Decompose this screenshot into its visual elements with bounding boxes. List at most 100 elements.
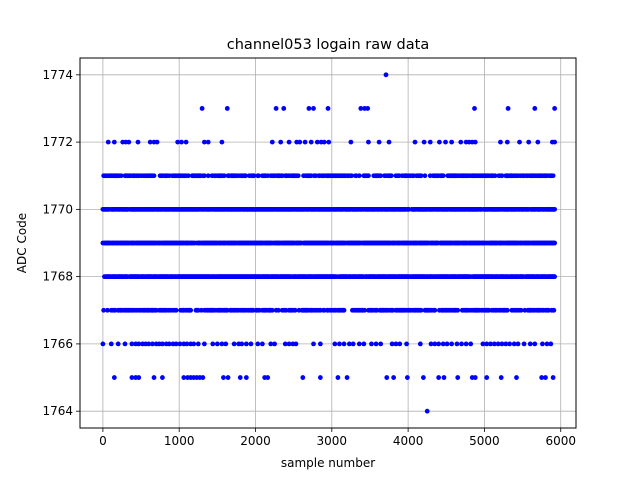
data-point <box>314 139 320 145</box>
data-point <box>539 375 545 380</box>
y-axis-ticks: 1764 1766 1768 1770 1772 1774 <box>42 68 80 418</box>
data-point <box>417 341 423 347</box>
data-point <box>259 341 265 347</box>
x-tick-label: 1000 <box>164 434 195 448</box>
data-point <box>511 341 517 347</box>
data-point <box>397 341 403 347</box>
x-tick-label: 6000 <box>545 434 576 448</box>
data-point <box>488 341 493 347</box>
data-point <box>543 375 548 380</box>
data-point <box>151 173 157 179</box>
data-point <box>432 307 438 313</box>
data-point <box>515 341 521 347</box>
data-point <box>286 341 292 347</box>
data-point <box>181 375 187 380</box>
data-point <box>150 341 155 347</box>
x-axis-label: sample number <box>281 456 375 470</box>
data-point <box>443 139 448 145</box>
data-point <box>504 139 510 145</box>
data-point <box>105 139 111 145</box>
data-point <box>311 341 316 347</box>
data-point <box>201 173 207 179</box>
data-point <box>205 173 211 179</box>
data-point <box>369 341 374 347</box>
data-point <box>552 240 558 246</box>
data-point <box>436 375 442 380</box>
data-point <box>373 341 379 347</box>
data-point <box>335 375 341 380</box>
data-point <box>532 106 538 111</box>
data-point <box>499 173 505 179</box>
data-point <box>105 307 110 313</box>
data-point <box>101 307 107 313</box>
data-point <box>243 375 249 380</box>
data-point <box>199 106 205 111</box>
data-point <box>503 341 509 347</box>
data-point <box>223 341 229 347</box>
data-point <box>437 139 442 145</box>
data-point <box>179 139 184 145</box>
data-point <box>273 106 279 111</box>
data-point <box>484 375 490 380</box>
data-point <box>272 341 277 347</box>
data-point <box>177 341 183 347</box>
data-point <box>346 341 352 347</box>
data-point <box>122 341 128 347</box>
data-point <box>221 173 227 179</box>
data-point <box>151 375 157 380</box>
y-tick-label: 1764 <box>42 404 73 418</box>
data-point <box>393 341 399 347</box>
data-point <box>317 375 323 380</box>
data-point <box>265 375 271 380</box>
data-point <box>552 139 558 145</box>
data-point <box>421 139 427 145</box>
data-point <box>185 173 191 179</box>
x-axis-ticks: 0 1000 2000 3000 4000 5000 6000 <box>99 428 576 448</box>
data-point <box>550 375 556 380</box>
data-point <box>269 307 275 313</box>
data-point <box>269 139 275 145</box>
data-point <box>468 341 474 347</box>
data-point <box>332 341 338 347</box>
data-point <box>317 341 323 347</box>
data-point <box>535 139 541 145</box>
data-point <box>424 408 430 414</box>
data-point <box>532 341 538 347</box>
data-point <box>154 139 160 145</box>
data-point <box>350 341 356 347</box>
y-tick-label: 1768 <box>42 270 73 284</box>
data-point <box>321 139 327 145</box>
data-point <box>136 341 142 347</box>
data-point <box>243 173 248 179</box>
data-point <box>108 341 114 347</box>
x-tick-label: 2000 <box>240 434 271 448</box>
data-point <box>440 341 446 347</box>
data-point <box>526 139 532 145</box>
data-point <box>455 307 461 313</box>
data-point <box>293 341 299 347</box>
data-point <box>455 375 461 380</box>
data-point <box>201 139 207 145</box>
data-point <box>521 341 527 347</box>
data-point <box>440 173 446 179</box>
data-point <box>297 139 303 145</box>
data-point <box>420 375 426 380</box>
data-point <box>147 139 153 145</box>
data-point <box>188 307 194 313</box>
data-point <box>184 341 190 347</box>
data-point <box>100 341 106 347</box>
data-point <box>195 341 201 347</box>
data-point <box>527 341 533 347</box>
data-point <box>492 173 498 179</box>
y-tick-label: 1766 <box>42 337 73 351</box>
data-point <box>432 341 438 347</box>
data-point <box>348 139 354 145</box>
data-point <box>412 139 418 145</box>
data-point <box>418 173 424 179</box>
x-tick-label: 4000 <box>393 434 424 448</box>
plot-frame <box>79 57 577 429</box>
data-point <box>517 139 522 145</box>
y-tick-label: 1772 <box>42 135 73 149</box>
data-point <box>205 139 211 145</box>
